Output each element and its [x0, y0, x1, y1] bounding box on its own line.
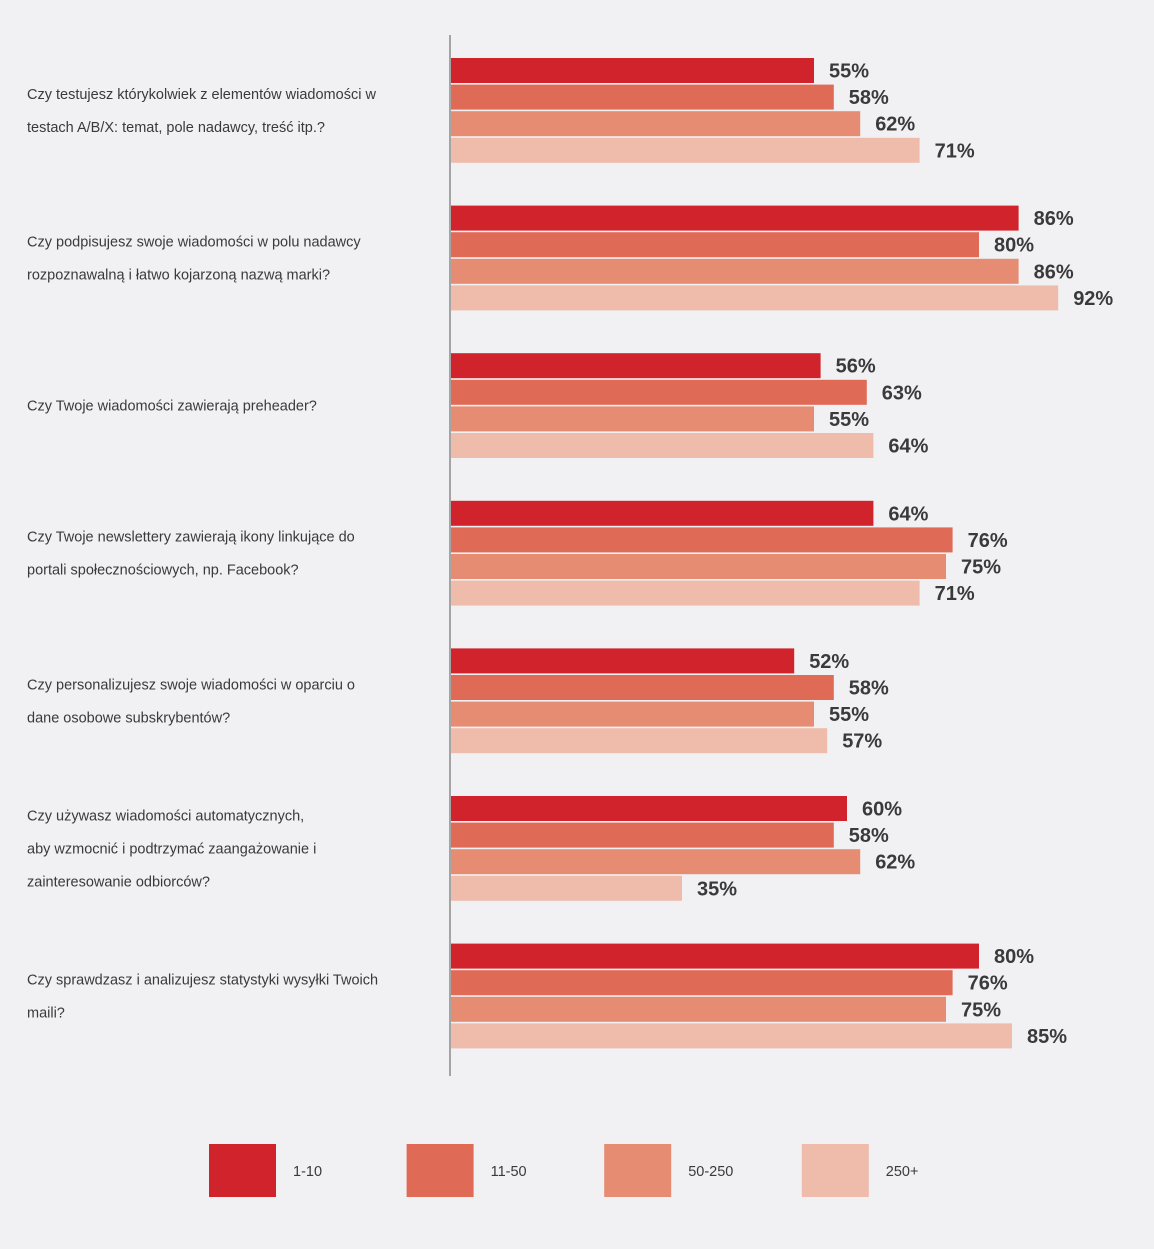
- legend-swatch-250+: [801, 1144, 869, 1197]
- bar-value-label: 64%: [888, 436, 928, 458]
- question-label: dane osobowe subskrybentów?: [27, 710, 230, 726]
- question-label: Czy testujesz którykolwiek z elementów w…: [27, 87, 376, 103]
- bar-250+: [451, 580, 920, 606]
- bar-1-10: [451, 205, 1019, 231]
- question-label: portali społecznościowych, np. Facebook?: [27, 563, 299, 579]
- bar-value-label: 58%: [849, 678, 889, 700]
- bar-value-label: 86%: [1034, 261, 1074, 283]
- question-label: Czy Twoje wiadomości zawierają preheader…: [27, 399, 317, 415]
- bar-value-label: 92%: [1073, 288, 1113, 310]
- bar-value-label: 52%: [809, 651, 849, 673]
- legend-label: 11-50: [491, 1164, 527, 1180]
- bar-1-10: [451, 943, 979, 969]
- question-label: Czy używasz wiadomości automatycznych,: [27, 808, 304, 824]
- bar-value-label: 86%: [1034, 208, 1074, 230]
- question-label: Czy Twoje newslettery zawierają ikony li…: [27, 530, 355, 546]
- bar-250+: [451, 875, 682, 901]
- bar-50-250: [451, 258, 1019, 284]
- bar-11-50: [451, 675, 834, 700]
- question-label: rozpoznawalną i łatwo kojarzoną nazwą ma…: [27, 268, 330, 284]
- bar-value-label: 56%: [836, 356, 876, 378]
- legend-label: 250+: [886, 1164, 919, 1180]
- bar-value-label: 76%: [968, 973, 1008, 995]
- bar-value-label: 35%: [697, 878, 737, 900]
- bar-250+: [451, 1023, 1012, 1049]
- bar-value-label: 55%: [829, 704, 869, 726]
- bar-1-10: [451, 796, 847, 821]
- bar-value-label: 55%: [829, 61, 869, 83]
- bar-groups: 55%58%62%71%86%80%86%92%56%63%55%64%64%7…: [451, 58, 1113, 1049]
- question-label: maili?: [27, 1006, 65, 1022]
- bar-50-250: [451, 111, 861, 137]
- question-label: testach A/B/X: temat, pole nadawcy, treś…: [27, 120, 325, 136]
- bar-250+: [451, 285, 1059, 311]
- bar-value-label: 62%: [875, 852, 915, 874]
- bar-value-label: 80%: [994, 946, 1034, 968]
- legend-swatch-1-10: [209, 1144, 276, 1197]
- bar-11-50: [451, 379, 867, 405]
- legend-swatch-50-250: [604, 1144, 672, 1197]
- legend: 1-10 11-50 50-250 250+: [209, 1144, 918, 1197]
- bar-50-250: [451, 996, 946, 1022]
- bar-11-50: [451, 84, 834, 110]
- bar-value-label: 63%: [882, 382, 922, 404]
- bar-value-label: 64%: [888, 503, 928, 525]
- bar-11-50: [451, 232, 979, 258]
- bar-50-250: [451, 849, 861, 875]
- bar-value-label: 60%: [862, 799, 902, 821]
- question-label: Czy sprawdzasz i analizujesz statystyki …: [27, 973, 378, 989]
- bar-11-50: [451, 970, 953, 996]
- bar-value-label: 58%: [849, 825, 889, 847]
- bar-value-label: 75%: [961, 557, 1001, 579]
- legend-label: 1-10: [293, 1164, 322, 1180]
- bar-value-label: 55%: [829, 409, 869, 431]
- bar-value-label: 80%: [994, 235, 1034, 257]
- bar-value-label: 57%: [842, 731, 882, 753]
- bar-value-label: 71%: [935, 583, 975, 605]
- question-label: Czy podpisujesz swoje wiadomości w polu …: [27, 235, 361, 251]
- bar-value-label: 62%: [875, 114, 915, 136]
- question-label: Czy personalizujesz swoje wiadomości w o…: [27, 677, 355, 693]
- bar-11-50: [451, 822, 834, 848]
- bar-50-250: [451, 406, 814, 432]
- bar-50-250: [451, 701, 814, 727]
- bar-250+: [451, 137, 920, 163]
- bar-250+: [451, 433, 874, 458]
- bar-value-label: 85%: [1027, 1026, 1067, 1048]
- bar-1-10: [451, 500, 874, 526]
- question-label: aby wzmocnić i podtrzymać zaangażowanie …: [27, 841, 316, 857]
- bar-value-label: 71%: [935, 140, 975, 162]
- legend-label: 50-250: [688, 1164, 733, 1180]
- legend-swatch-11-50: [406, 1144, 474, 1197]
- question-label: zainteresowanie odbiorców?: [27, 874, 210, 890]
- bar-value-label: 75%: [961, 999, 1001, 1021]
- bar-50-250: [451, 554, 946, 579]
- bar-1-10: [451, 58, 814, 83]
- bar-1-10: [451, 648, 795, 674]
- question-labels: Czy testujesz którykolwiek z elementów w…: [27, 87, 378, 1022]
- bar-1-10: [451, 353, 821, 379]
- bar-11-50: [451, 527, 953, 553]
- bar-value-label: 76%: [968, 530, 1008, 552]
- bar-250+: [451, 728, 828, 754]
- bar-value-label: 58%: [849, 87, 889, 109]
